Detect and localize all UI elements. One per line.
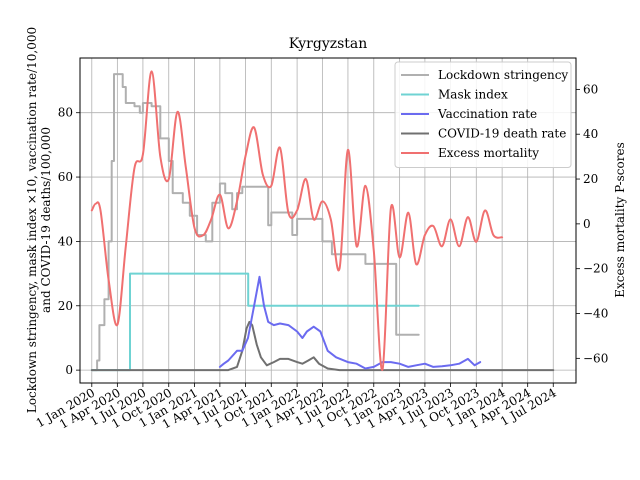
y-tick-label-right: −40 (583, 307, 608, 321)
y-axis-label-right: Excess mortality P-scores (613, 142, 627, 297)
series-layer (90, 70, 555, 372)
y-axis-label-left-line-1: Lockdown stringency, mask index ×10, vac… (25, 27, 39, 413)
y-tick-label-right: 60 (583, 82, 598, 96)
series-line-vaccination-rate (218, 275, 482, 370)
y-tick-label-right: 0 (583, 217, 591, 231)
legend-box (394, 61, 572, 168)
legend-entry: COVID-19 death rate (438, 127, 566, 141)
y-tick-label-left: 20 (58, 299, 73, 313)
y-tick-label-left: 40 (58, 234, 73, 248)
y-tick-label-right: 40 (583, 127, 598, 141)
series-line-lockdown-stringency (90, 73, 420, 372)
legend-entry: Mask index (438, 88, 508, 102)
y-axis-label-left-line-2: and COVID-19 deaths/100,000 (39, 127, 53, 313)
y-tick-label-right: 20 (583, 172, 598, 186)
legend-entry: Lockdown stringency (438, 68, 568, 82)
legend-entry: Excess mortality (438, 146, 539, 160)
y-tick-label-right: −20 (583, 262, 608, 276)
y-tick-label-left: 0 (65, 363, 73, 377)
series-line-excess-mortality (90, 70, 504, 371)
plot-frame (79, 57, 577, 384)
series-line-covid-19-death-rate (90, 320, 555, 372)
chart-title: Kyrgyzstan (289, 36, 368, 52)
legend: Lockdown stringency Mask index Vaccination… (394, 61, 572, 168)
y-tick-label-right: −60 (583, 351, 608, 365)
y-tick-label-left: 80 (58, 106, 73, 120)
y-tick-label-left: 60 (58, 170, 73, 184)
legend-entry: Vaccination rate (437, 107, 537, 121)
